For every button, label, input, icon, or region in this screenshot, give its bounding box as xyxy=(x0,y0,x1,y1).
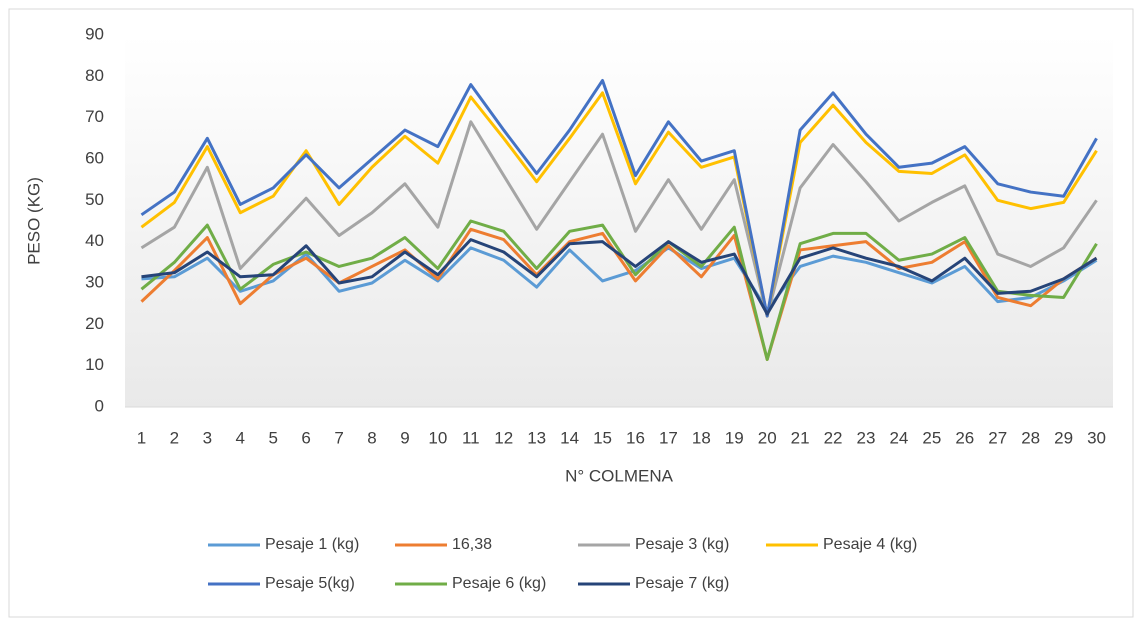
y-tick-label: 40 xyxy=(85,231,104,250)
series-line xyxy=(141,238,1098,316)
x-tick-label: 3 xyxy=(203,428,212,447)
series-line xyxy=(140,227,1098,361)
x-tick-label: 4 xyxy=(236,428,245,447)
x-tick-label: 28 xyxy=(1021,428,1040,447)
y-tick-label: 50 xyxy=(85,190,104,209)
y-tick-label: 0 xyxy=(95,396,104,415)
x-tick-label: 23 xyxy=(857,428,876,447)
x-tick-label: 9 xyxy=(400,428,409,447)
plot-area xyxy=(125,35,1113,407)
x-tick-label: 29 xyxy=(1054,428,1073,447)
legend-label: 16,38 xyxy=(452,536,492,553)
y-tick-label: 20 xyxy=(85,314,104,333)
legend-label: Pesaje 4 (kg) xyxy=(823,536,917,553)
legend-label: Pesaje 5(kg) xyxy=(265,575,355,592)
y-tick-label: 80 xyxy=(85,66,104,85)
series-line xyxy=(141,246,1098,312)
x-tick-label: 12 xyxy=(494,428,513,447)
x-tick-label: 16 xyxy=(626,428,645,447)
x-tick-label: 26 xyxy=(955,428,974,447)
x-tick-label: 2 xyxy=(170,428,179,447)
x-tick-label: 11 xyxy=(462,428,480,447)
series-line xyxy=(140,78,1098,318)
legend-label: Pesaje 7 (kg) xyxy=(635,575,729,592)
legend-label: Pesaje 6 (kg) xyxy=(452,575,546,592)
legend-label: Pesaje 3 (kg) xyxy=(635,536,729,553)
x-tick-label: 17 xyxy=(659,428,678,447)
legend: Pesaje 1 (kg) 16,38 Pesaje 3 (kg) Pesaje 4 … xyxy=(208,536,917,592)
y-tick-label: 70 xyxy=(85,107,104,126)
x-axis-label: N° COLMENA xyxy=(565,466,674,485)
x-tick-label: 20 xyxy=(758,428,777,447)
x-tick-label: 13 xyxy=(527,428,546,447)
series-line xyxy=(140,219,1098,361)
legend-label: Pesaje 1 (kg) xyxy=(265,536,359,553)
x-tick-label: 10 xyxy=(428,428,447,447)
x-tick-label: 19 xyxy=(725,428,744,447)
x-tick-label: 1 xyxy=(137,428,146,447)
y-tick-label: 90 xyxy=(85,24,104,43)
x-tick-label: 30 xyxy=(1087,428,1106,447)
y-tick-label: 60 xyxy=(85,148,104,167)
x-tick-label: 6 xyxy=(301,428,310,447)
x-tick-label: 18 xyxy=(692,428,711,447)
y-tick-label: 30 xyxy=(85,272,104,291)
x-tick-label: 21 xyxy=(791,428,810,447)
x-tick-label: 22 xyxy=(824,428,843,447)
y-axis-label: PESO (KG) xyxy=(24,177,43,265)
x-tick-label: 14 xyxy=(560,428,579,447)
x-tick-label: 25 xyxy=(922,428,941,447)
x-tick-label: 8 xyxy=(367,428,376,447)
x-tick-label: 24 xyxy=(889,428,908,447)
series-line xyxy=(140,120,1098,318)
x-tick-label: 27 xyxy=(988,428,1007,447)
y-tick-label: 10 xyxy=(85,355,104,374)
x-tick-label: 15 xyxy=(593,428,612,447)
x-tick-label: 7 xyxy=(334,428,343,447)
x-tick-label: 5 xyxy=(268,428,277,447)
